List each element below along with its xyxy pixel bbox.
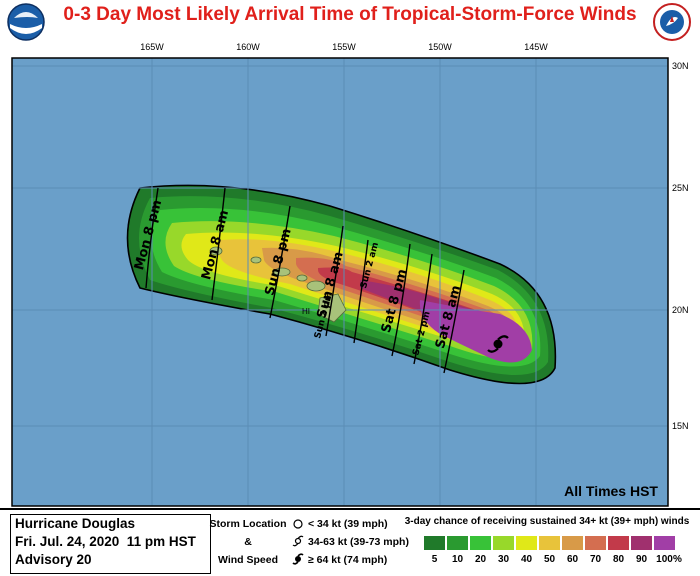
advisory-number: Advisory 20 xyxy=(15,552,92,567)
open-circle-icon xyxy=(293,519,303,529)
probability-label-100: 100 xyxy=(656,554,673,565)
probability-label-70: 70 xyxy=(589,554,602,565)
probability-swatch-100 xyxy=(654,536,675,550)
probability-swatch-30 xyxy=(493,536,514,550)
map-border xyxy=(11,57,669,507)
hawaiian-islands xyxy=(209,246,347,323)
national-weather-service-logo xyxy=(653,3,691,41)
island-label: HI xyxy=(302,307,310,316)
probability-label-10: 10 xyxy=(451,554,464,565)
probability-swatch-60 xyxy=(562,536,583,550)
longitude-label-165w: 165W xyxy=(140,42,164,52)
latitude-label-30n: 30N xyxy=(672,61,689,71)
longitude-label-145w: 145W xyxy=(524,42,548,52)
latitude-label-20n: 20N xyxy=(672,305,689,315)
latitude-label-15n: 15N xyxy=(672,421,689,431)
longitude-label-155w: 155W xyxy=(332,42,356,52)
arrival-isochrones xyxy=(145,187,465,374)
longitude-label-150w: 150W xyxy=(428,42,452,52)
probability-label-60: 60 xyxy=(566,554,579,565)
noaa-logo xyxy=(7,3,45,41)
longitude-label-160w: 160W xyxy=(236,42,260,52)
probability-swatch-50 xyxy=(539,536,560,550)
probability-label-40: 40 xyxy=(520,554,533,565)
probability-label-20: 20 xyxy=(474,554,487,565)
key-text-below-34kt: < 34 kt (39 mph) xyxy=(308,518,388,530)
map-area: Mon 8 pm Mon 8 am Sun 8 pm Sun 2 pm Sun … xyxy=(0,38,700,508)
all-times-label: All Times HST xyxy=(564,483,658,499)
probability-legend: 3-day chance of receiving sustained 34+ … xyxy=(402,514,692,572)
map-title: 0-3 Day Most Likely Arrival Time of Trop… xyxy=(63,4,637,25)
prob-band-100 xyxy=(419,300,532,363)
probability-swatch-20 xyxy=(470,536,491,550)
forecast-map: Mon 8 pm Mon 8 am Sun 8 pm Sun 2 pm Sun … xyxy=(11,42,689,507)
hurricane-icon xyxy=(487,335,509,353)
probability-swatch-80 xyxy=(608,536,629,550)
key-label-storm-location: Storm Location xyxy=(209,518,287,530)
graticule xyxy=(12,58,668,506)
probability-label-80: 80 xyxy=(612,554,625,565)
storm-symbol-key: Storm Location & Wind Speed < 34 kt (39 … xyxy=(208,514,408,572)
issue-time: Fri. Jul. 24, 2020 11 pm HST xyxy=(15,534,196,549)
latitude-label-25n: 25N xyxy=(672,183,689,193)
key-text-34-63kt: 34-63 kt (39-73 mph) xyxy=(308,536,409,548)
percent-sign: % xyxy=(673,554,682,565)
tropical-storm-icon xyxy=(292,535,304,547)
storm-info-box: Hurricane Douglas Fri. Jul. 24, 2020 11 … xyxy=(10,514,211,574)
storm-name: Hurricane Douglas xyxy=(15,516,136,531)
probability-legend-title: 3-day chance of receiving sustained 34+ … xyxy=(404,516,690,527)
probability-swatch-40 xyxy=(516,536,537,550)
probability-swatch-10 xyxy=(447,536,468,550)
probability-label-5: 5 xyxy=(431,554,438,565)
probability-swatch-5 xyxy=(424,536,445,550)
footer: Hurricane Douglas Fri. Jul. 24, 2020 11 … xyxy=(0,508,700,576)
probability-label-50: 50 xyxy=(543,554,556,565)
probability-swatch-70 xyxy=(585,536,606,550)
hurricane-key-icon xyxy=(292,553,304,565)
key-label-ampersand: & xyxy=(244,536,252,548)
probability-label-30: 30 xyxy=(497,554,510,565)
probability-swatch-90 xyxy=(631,536,652,550)
probability-label-90: 90 xyxy=(635,554,648,565)
key-text-64kt-plus: ≥ 64 kt (74 mph) xyxy=(308,554,388,566)
key-label-wind-speed: Wind Speed xyxy=(218,554,278,566)
